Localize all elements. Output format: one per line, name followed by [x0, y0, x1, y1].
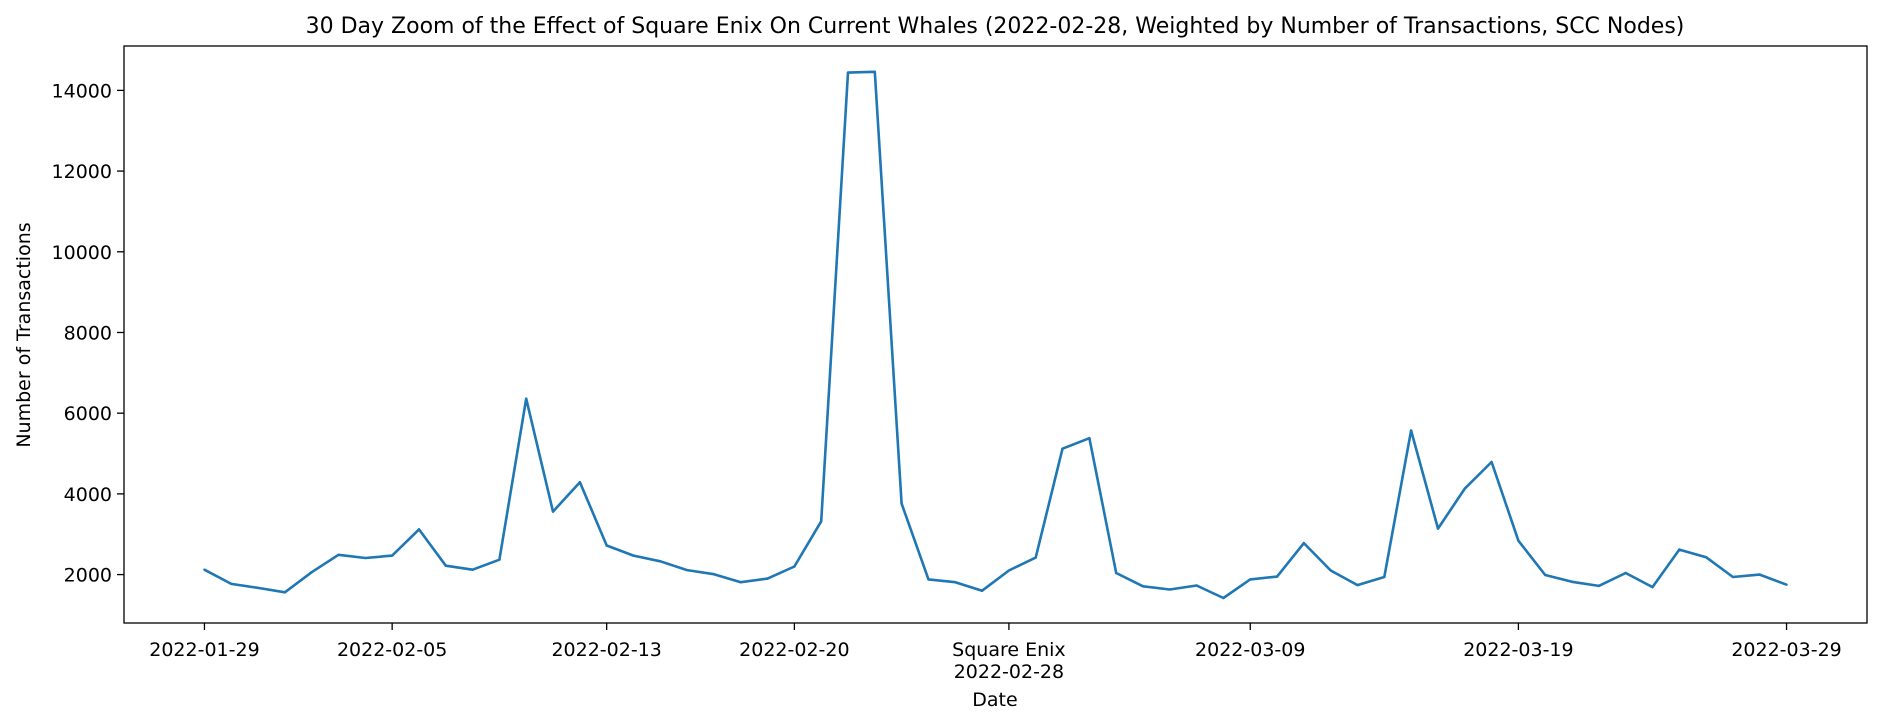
data-point — [632, 554, 635, 557]
data-point — [1490, 460, 1493, 464]
data-point — [1007, 569, 1011, 572]
data-point — [1356, 583, 1359, 587]
x-tick-label: 2022-03-09 — [1195, 639, 1305, 661]
data-point — [256, 586, 260, 590]
plot-area — [123, 45, 1868, 624]
data-point — [1597, 584, 1601, 588]
data-point — [1168, 588, 1172, 591]
data-point — [927, 578, 930, 581]
data-point — [1141, 585, 1145, 588]
data-point — [766, 577, 769, 580]
data-point — [1034, 556, 1037, 559]
data-point — [1544, 573, 1547, 577]
data-point — [1704, 556, 1708, 559]
data-point — [1409, 429, 1413, 432]
data-point — [1570, 580, 1574, 584]
data-point — [1731, 575, 1735, 579]
data-point — [1785, 583, 1788, 586]
y-tick-label: 12000 — [52, 161, 112, 183]
data-point — [283, 591, 287, 594]
data-point — [1088, 436, 1091, 440]
data-point — [1383, 575, 1386, 579]
data-point — [1114, 571, 1118, 575]
data-point — [739, 581, 742, 584]
y-axis: 2000 4000 6000 8000 10000 12000 14000 — [52, 80, 124, 587]
data-point — [1222, 596, 1225, 600]
data-point — [1678, 548, 1681, 551]
data-point — [525, 397, 528, 400]
data-point — [900, 502, 903, 505]
data-point — [980, 589, 984, 592]
data-point — [417, 528, 421, 531]
data-point — [846, 71, 850, 74]
data-point — [1436, 527, 1440, 530]
data-point — [364, 556, 367, 560]
data-point — [1651, 585, 1654, 589]
data-points — [203, 70, 1788, 600]
data-point — [685, 568, 689, 572]
series-line — [203, 70, 1788, 600]
data-point — [310, 570, 313, 574]
x-tick-label: 2022-01-29 — [149, 639, 259, 661]
data-point — [873, 70, 877, 74]
data-point — [1249, 578, 1252, 581]
data-point — [820, 520, 823, 523]
y-axis-label: Number of Transactions — [13, 222, 35, 447]
x-tick-label: 2022-03-29 — [1731, 639, 1841, 661]
x-axis: 2022-01-29 2022-02-05 2022-02-13 2022-02-20… — [149, 623, 1842, 683]
x-axis-label: Date — [972, 689, 1017, 711]
y-tick-label: 8000 — [64, 322, 112, 344]
data-point — [954, 581, 957, 584]
data-point — [793, 565, 796, 568]
x-tick-label: 2022-02-05 — [337, 639, 447, 661]
data-point — [337, 553, 340, 557]
data-point — [1463, 487, 1466, 490]
data-point — [551, 510, 555, 513]
y-tick-label: 6000 — [64, 403, 112, 425]
data-point — [1275, 575, 1279, 578]
y-tick-label: 14000 — [52, 80, 112, 102]
data-point — [1195, 584, 1198, 587]
data-point — [498, 558, 501, 561]
data-point — [659, 560, 662, 563]
data-point — [1329, 569, 1332, 572]
data-point — [471, 568, 474, 571]
data-point — [712, 572, 716, 576]
data-point — [1302, 541, 1306, 545]
y-tick-label: 2000 — [64, 565, 112, 587]
data-point — [203, 568, 206, 571]
data-point — [578, 480, 582, 484]
event-label: Square Enix — [952, 639, 1066, 661]
data-point — [390, 554, 394, 557]
data-point — [1758, 573, 1761, 576]
data-point — [1061, 447, 1064, 450]
y-tick-label: 10000 — [52, 242, 112, 264]
x-tick-label: 2022-03-19 — [1463, 639, 1573, 661]
data-point — [1624, 571, 1627, 575]
data-point — [444, 564, 447, 567]
x-tick-label: 2022-02-28 — [954, 661, 1064, 683]
data-point — [1517, 539, 1520, 542]
data-point — [605, 544, 608, 547]
x-tick-label: 2022-02-20 — [739, 639, 849, 661]
x-tick-label: 2022-02-13 — [551, 639, 661, 661]
y-tick-label: 4000 — [64, 484, 112, 506]
chart-title: 30 Day Zoom of the Effect of Square Enix… — [306, 14, 1685, 39]
data-point — [230, 582, 233, 586]
